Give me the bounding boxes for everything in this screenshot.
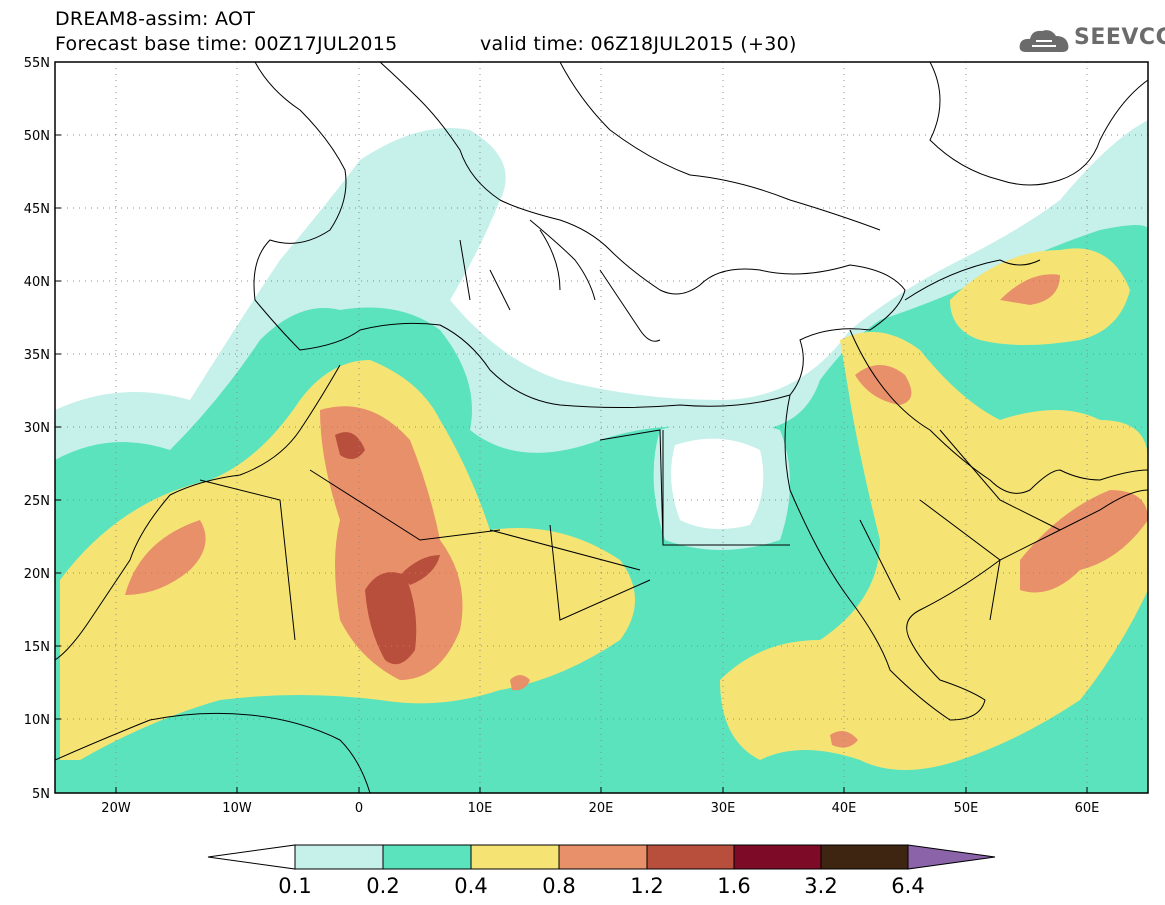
lon-label: 30E <box>711 801 736 816</box>
lon-label: 0 <box>355 801 363 816</box>
axis-ticks <box>55 134 1088 793</box>
lon-label: 20E <box>589 801 614 816</box>
map-title: DREAM8-assim: AOT <box>55 8 256 30</box>
colorbar <box>207 844 996 870</box>
forecast-base-time: Forecast base time: 00Z17JUL2015 <box>55 33 398 55</box>
lat-label: 20N <box>24 567 50 582</box>
valid-time: valid time: 06Z18JUL2015 (+30) <box>480 33 797 55</box>
lat-label: 55N <box>24 56 50 71</box>
lon-label: 10E <box>468 801 493 816</box>
colorbar-level: 1.2 <box>630 874 663 898</box>
colorbar-level: 6.4 <box>891 874 924 898</box>
lat-label: 50N <box>24 129 50 144</box>
colorbar-swatch <box>294 844 384 870</box>
lon-label: 60E <box>1075 801 1100 816</box>
colorbar-swatch <box>646 844 735 870</box>
lat-label: 5N <box>32 787 50 802</box>
colorbar-swatch <box>470 844 560 870</box>
colorbar-level: 1.6 <box>717 874 750 898</box>
cloud-icon <box>1019 30 1069 52</box>
colorbar-level: 0.1 <box>278 874 311 898</box>
colorbar-level: 0.8 <box>542 874 575 898</box>
lat-label: 40N <box>24 275 50 290</box>
lon-label: 50E <box>954 801 979 816</box>
colorbar-swatch <box>558 844 648 870</box>
colorbar-swatch <box>207 844 296 870</box>
aot-field <box>55 120 1148 793</box>
lat-label: 45N <box>24 202 50 217</box>
lon-label: 40E <box>832 801 857 816</box>
lat-label: 35N <box>24 348 50 363</box>
lon-label: 20W <box>101 801 131 816</box>
colorbar-level: 0.2 <box>366 874 399 898</box>
colorbar-level: 0.4 <box>454 874 487 898</box>
colorbar-swatch <box>733 844 822 870</box>
graticule <box>55 62 1148 793</box>
lon-label: 10W <box>222 801 252 816</box>
colorbar-level: 3.2 <box>804 874 837 898</box>
lat-label: 10N <box>24 713 50 728</box>
lat-label: 15N <box>24 640 50 655</box>
colorbar-swatch <box>382 844 472 870</box>
coastlines <box>55 62 1148 793</box>
colorbar-swatch <box>907 844 996 870</box>
lat-label: 25N <box>24 494 50 509</box>
colorbar-swatch <box>820 844 909 870</box>
logo-text: SEEVCCC <box>1074 25 1165 50</box>
lat-label: 30N <box>24 421 50 436</box>
